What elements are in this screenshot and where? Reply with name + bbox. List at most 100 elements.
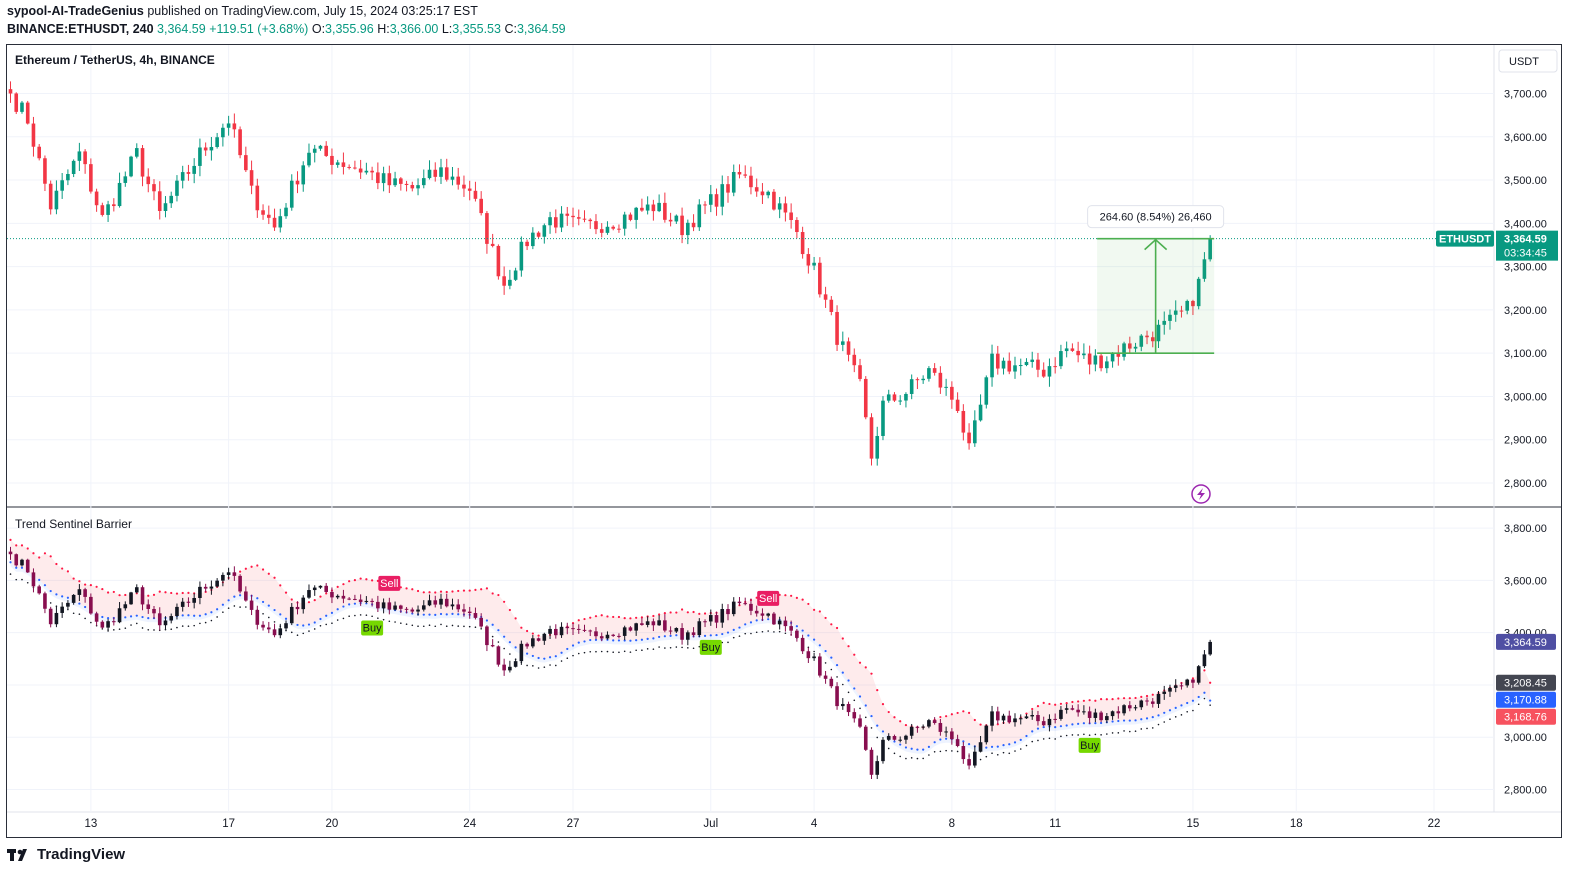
upper-band-dot xyxy=(813,608,816,611)
candle-body xyxy=(1133,346,1138,349)
mid-band-dot xyxy=(43,584,47,587)
lower-band-dot xyxy=(222,611,224,613)
lower-band-dot xyxy=(738,635,741,637)
lightning-icon[interactable] xyxy=(1191,484,1211,504)
candle-body xyxy=(83,151,87,165)
candle-body xyxy=(525,241,529,247)
lower-band-dot xyxy=(1083,733,1085,736)
candle-body xyxy=(169,195,174,204)
upper-band-dot xyxy=(904,723,908,727)
upper-band-dot xyxy=(118,594,121,597)
indicator-tick-label: 3,000.00 xyxy=(1504,732,1547,744)
candle-body xyxy=(508,279,512,286)
close-value: 3,364.59 xyxy=(516,22,566,36)
candle-body xyxy=(536,232,541,237)
candle-body xyxy=(1047,366,1052,377)
candle-body xyxy=(823,294,828,300)
indicator-candle-body xyxy=(812,656,816,659)
indicator-candle-body xyxy=(1116,711,1121,714)
price-tick-label: 3,400.00 xyxy=(1504,218,1547,230)
upper-band-dot xyxy=(876,689,879,692)
lower-band-dot xyxy=(1031,740,1034,743)
candle-body xyxy=(244,155,248,171)
indicator-candle-body xyxy=(863,726,868,750)
mid-band-dot xyxy=(187,614,190,617)
indicator-candle-body xyxy=(668,630,673,632)
upper-band-dot xyxy=(279,584,282,587)
indicator-candle-body xyxy=(175,606,179,617)
indicator-candle-body xyxy=(1162,691,1167,694)
mid-band-dot xyxy=(1065,724,1068,727)
indicator-candle-body xyxy=(708,615,713,622)
indicator-candle-body xyxy=(754,610,759,614)
candle-body xyxy=(1162,320,1167,325)
publisher-name[interactable]: sypool-AI-TradeGenius xyxy=(7,4,144,18)
indicator-candle-body xyxy=(1036,715,1040,722)
candle-body xyxy=(754,187,759,192)
mid-band-dot xyxy=(606,638,609,641)
mid-band-dot xyxy=(658,635,661,639)
upper-band-dot xyxy=(835,626,839,630)
indicator-candle-body xyxy=(387,602,392,610)
lower-band-dot xyxy=(1100,734,1102,736)
lower-band-dot xyxy=(468,625,471,628)
indicator-tick-label: 2,800.00 xyxy=(1504,785,1547,797)
candle-body xyxy=(376,172,380,184)
lower-band-dot xyxy=(15,578,18,581)
signal-label: Sell xyxy=(759,593,777,605)
candle-body xyxy=(697,204,702,228)
candle-body xyxy=(393,178,397,186)
mid-band-dot xyxy=(78,602,81,605)
upper-band-dot xyxy=(284,591,288,594)
candle-body xyxy=(71,160,76,175)
candle-body xyxy=(657,202,661,212)
upper-band-dot xyxy=(319,595,322,598)
candle-body xyxy=(829,299,834,312)
indicator-candle-body xyxy=(112,621,116,623)
mid-band-dot xyxy=(835,663,839,667)
mid-band-dot xyxy=(353,602,356,605)
lower-band-dot xyxy=(1186,710,1188,713)
candle-body xyxy=(20,102,24,112)
lower-band-dot xyxy=(979,758,982,761)
tradingview-footer[interactable]: TradingView xyxy=(7,846,125,863)
mid-band-dot xyxy=(129,615,133,618)
candle-body xyxy=(680,215,684,236)
candle-body xyxy=(772,191,776,210)
mid-band-dot xyxy=(990,745,994,748)
indicator-candle-body xyxy=(1208,641,1212,655)
upper-band-dot xyxy=(1031,707,1034,711)
symbol-line: BINANCE:ETHUSDT, 240 xyxy=(7,22,154,36)
mid-band-dot xyxy=(38,578,41,582)
lower-band-dot xyxy=(623,650,626,653)
candle-body xyxy=(818,262,822,295)
mid-band-dot xyxy=(84,605,87,609)
upper-band-dot xyxy=(181,591,184,595)
lower-band-dot xyxy=(1197,703,1200,706)
lower-band-dot xyxy=(1014,750,1016,752)
mid-band-dot xyxy=(325,614,328,617)
lower-band-dot xyxy=(382,618,385,621)
indicator-candle-body xyxy=(289,606,294,624)
indicator-candle-body xyxy=(531,638,535,647)
indicator-candle-body xyxy=(892,736,897,740)
indicator-candle-body xyxy=(473,613,478,618)
candle-body xyxy=(617,228,621,230)
mid-band-dot xyxy=(933,741,936,744)
upper-band-dot xyxy=(1094,699,1097,702)
indicator-candle-body xyxy=(31,572,36,587)
signal-bg xyxy=(361,620,384,636)
indicator-candle-body xyxy=(1030,715,1035,717)
upper-band-dot xyxy=(945,715,948,718)
indicator-candle-body xyxy=(806,651,811,659)
indicator-candle-body xyxy=(944,731,948,733)
upper-band-dot xyxy=(663,612,666,615)
indicator-candle-body xyxy=(674,628,679,632)
upper-band-dot xyxy=(1100,697,1103,701)
lower-band-dot xyxy=(1174,716,1177,718)
upper-band-dot xyxy=(38,556,41,559)
lower-band-dot xyxy=(572,654,574,657)
mid-band-dot xyxy=(1031,730,1034,733)
currency-button[interactable]: USDT xyxy=(1498,49,1558,73)
